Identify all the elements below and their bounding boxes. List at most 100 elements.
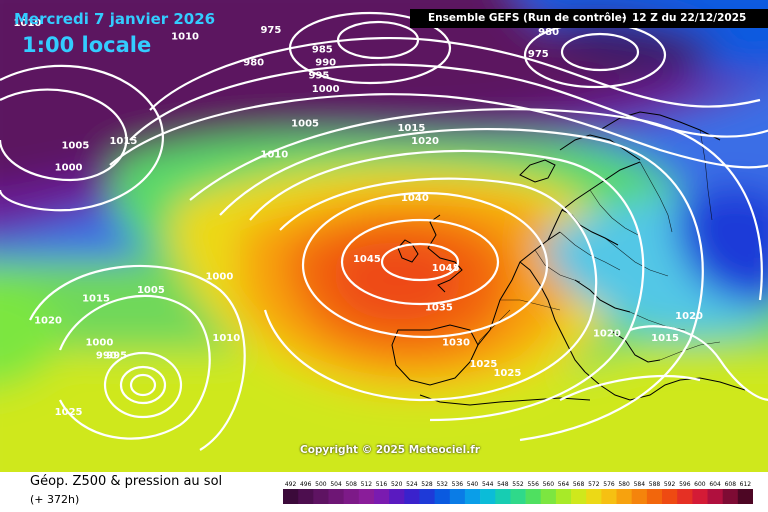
legend-tick-label: 544	[482, 481, 494, 488]
model-run-banner: Ensemble GEFS (Run de contrôle) - 12 Z d…	[410, 9, 768, 28]
isobar-label: 980	[538, 27, 559, 38]
legend-swatch	[480, 489, 496, 504]
legend-tick-label: 580	[618, 481, 630, 488]
geopotential-field	[0, 0, 768, 472]
legend-swatch	[737, 489, 753, 504]
isobar-label: 1025	[55, 407, 83, 418]
legend-tick-label: 592	[664, 481, 676, 488]
legend-swatch	[389, 489, 405, 504]
isobar-label: 1010	[260, 149, 288, 160]
isobar-label: 975	[260, 25, 281, 36]
z500-pressure-map: 975 9809759809859909951000100510101005100…	[0, 0, 768, 472]
isobar-labels: 975 9809759809859909951000100510101005100…	[13, 18, 703, 418]
legend-swatch	[707, 489, 723, 504]
legend-tick-label: 576	[603, 481, 615, 488]
copyright-text: Copyright © 2025 Meteociel.fr	[300, 444, 480, 456]
legend-tick-label: 516	[376, 481, 388, 488]
isobar-label: 980	[243, 58, 264, 69]
legend-tick-label: 600	[694, 481, 706, 488]
legend-tick-label: 552	[512, 481, 524, 488]
run-separator: -	[622, 12, 627, 24]
legend-tick-label: 564	[558, 481, 570, 488]
legend-swatch	[283, 489, 299, 504]
legend-swatch	[313, 489, 329, 504]
isobar-label: 985	[312, 44, 333, 55]
legend-tick-label: 504	[330, 481, 342, 488]
legend-tick-label: 572	[588, 481, 600, 488]
isobar-label: 1010	[171, 31, 199, 42]
isobar-label: 1045	[353, 254, 381, 265]
isobar-label: 1045	[432, 263, 460, 274]
forecast-date: Mercredi 7 janvier 2026	[14, 10, 216, 28]
legend-tick-label: 612	[740, 481, 752, 488]
coastlines	[391, 111, 746, 406]
legend-swatch	[434, 489, 451, 504]
legend-swatch	[616, 489, 632, 504]
isobar-label: 1015	[397, 123, 425, 134]
legend-tick-label: 608	[725, 481, 737, 488]
legend-swatch	[510, 489, 526, 504]
legend-swatch	[631, 489, 648, 504]
legend-swatch	[404, 489, 420, 504]
legend-swatch	[571, 489, 587, 504]
isobar-label: 1015	[82, 294, 110, 305]
isobar-lines	[0, 11, 768, 451]
legend-tick-label: 548	[497, 481, 509, 488]
legend-tick-label: 532	[436, 481, 448, 488]
lead-time-label: (+ 372h)	[30, 493, 80, 506]
isobar-label: 1020	[675, 311, 703, 322]
legend-tick-label: 520	[391, 481, 403, 488]
legend-tick-label: 512	[361, 481, 373, 488]
isobar-label: 1025	[493, 368, 521, 379]
legend-tick-label: 584	[634, 481, 646, 488]
isobar-label: 1000	[85, 337, 113, 348]
legend-swatch	[358, 489, 375, 504]
isobar-label: 975	[528, 49, 549, 60]
legend-swatch	[328, 489, 344, 504]
legend-swatch	[464, 489, 481, 504]
color-scale-legend: 492 496 500 504 508 512 516 520 524 528 532 536 540 5…	[283, 481, 753, 504]
legend-swatch	[525, 489, 542, 504]
isobar-label: 1040	[401, 193, 429, 204]
legend-tick-label: 536	[452, 481, 464, 488]
model-run-time: 12 Z du 22/12/2025	[632, 12, 747, 24]
isobar-label: 1005	[137, 285, 165, 296]
isobar-label: 1005	[61, 141, 89, 152]
legend-swatch	[601, 489, 617, 504]
legend-tick-label: 540	[467, 481, 479, 488]
legend-swatch	[677, 489, 693, 504]
legend-swatch	[449, 489, 466, 504]
forecast-local-time: 1:00 locale	[22, 33, 152, 57]
legend-swatch	[374, 489, 390, 504]
parameter-title: Géop. Z500 & pression au sol	[30, 474, 223, 489]
legend-tick-label: 524	[406, 481, 418, 488]
legend-tick-label: 588	[649, 481, 661, 488]
isobar-label: 1020	[411, 136, 439, 147]
isobar-label: 1015	[651, 333, 679, 344]
isobar-label: 1010	[13, 18, 41, 29]
legend-tick-label: 596	[679, 481, 691, 488]
isobar-label: 995	[106, 350, 127, 361]
isobar-label: 1015	[109, 136, 137, 147]
isobar-label: 1025	[469, 359, 497, 370]
legend-swatch	[586, 489, 602, 504]
isobar-label: 1020	[34, 315, 62, 326]
legend-tick-label: 604	[709, 481, 721, 488]
legend-swatch	[495, 489, 511, 504]
isobar-label: 1000	[205, 272, 233, 283]
isobar-label: 990	[315, 58, 336, 69]
isobar-label: 1030	[442, 337, 470, 348]
isobar-label: 1000	[55, 162, 83, 173]
model-run-label: Ensemble GEFS (Run de contrôle)	[428, 12, 627, 24]
isobar-label: 1000	[312, 84, 340, 95]
legend-tick-label: 556	[527, 481, 539, 488]
legend-tick-label: 528	[421, 481, 433, 488]
isobar-label: 1005	[291, 119, 319, 130]
isobar-label: 1035	[425, 302, 453, 313]
isobar-label: 990	[96, 350, 117, 361]
legend-tick-label: 500	[315, 481, 327, 488]
legend-tick-label: 508	[345, 481, 357, 488]
isobar-label: 995	[308, 71, 329, 82]
legend-swatch	[692, 489, 708, 504]
